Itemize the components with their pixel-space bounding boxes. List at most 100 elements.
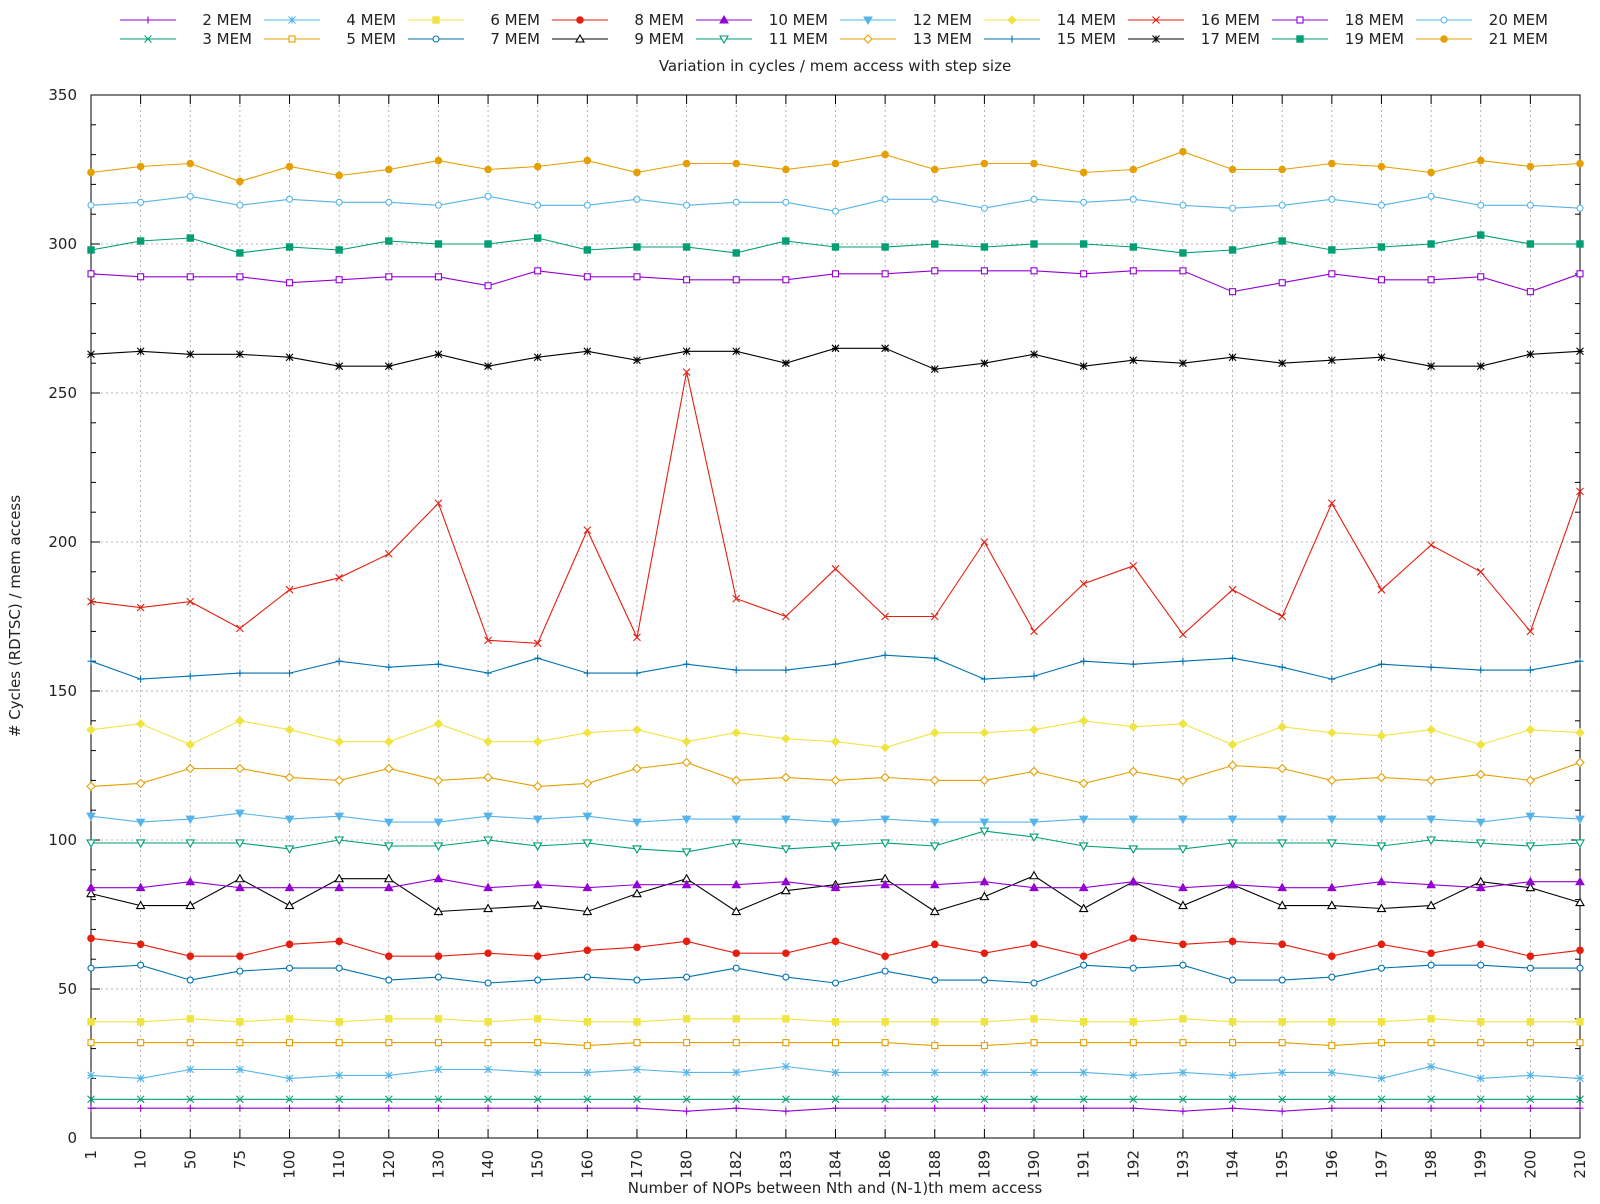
data-point xyxy=(1476,940,1485,949)
data-point xyxy=(1376,730,1387,741)
data-point xyxy=(980,949,989,958)
data-point xyxy=(1128,766,1139,777)
data-point xyxy=(1576,240,1584,248)
data-point xyxy=(1477,1018,1485,1026)
data-point xyxy=(335,362,344,371)
data-point xyxy=(137,961,145,969)
data-point xyxy=(1278,1095,1287,1104)
data-point xyxy=(1278,612,1287,621)
data-point xyxy=(1030,1104,1038,1112)
legend-entry: 8 MEM xyxy=(552,11,684,29)
data-point xyxy=(979,891,990,901)
data-point xyxy=(1526,350,1535,359)
data-point xyxy=(681,848,692,858)
data-point xyxy=(1179,1039,1187,1047)
series-14-mem xyxy=(86,716,1585,753)
data-point xyxy=(1129,195,1137,203)
data-point xyxy=(434,240,443,248)
data-point xyxy=(86,882,96,892)
data-point xyxy=(632,888,642,898)
data-point xyxy=(1475,882,1486,892)
data-point xyxy=(1178,775,1188,786)
data-point xyxy=(1128,815,1139,825)
data-point xyxy=(1377,660,1385,668)
data-point xyxy=(582,728,593,738)
legend-entry: 4 MEM xyxy=(264,11,396,29)
x-tick-label: 184 xyxy=(827,1150,845,1179)
data-point xyxy=(186,234,194,242)
data-point xyxy=(484,1065,492,1074)
x-tick-label: 198 xyxy=(1422,1150,1440,1179)
x-tick-label: 180 xyxy=(678,1150,696,1179)
data-point xyxy=(1227,839,1238,849)
legend-entry: 14 MEM xyxy=(984,11,1116,29)
legend-label: 6 MEM xyxy=(490,11,540,29)
data-point xyxy=(383,842,394,852)
data-point xyxy=(87,350,95,359)
data-point xyxy=(1426,836,1437,846)
data-point xyxy=(484,282,492,290)
data-point xyxy=(383,882,394,892)
data-point xyxy=(1129,267,1137,275)
data-point xyxy=(385,237,393,245)
data-point xyxy=(1078,903,1089,913)
data-point xyxy=(1278,1068,1287,1077)
data-point xyxy=(1427,1062,1435,1071)
data-point xyxy=(285,1074,294,1083)
data-point xyxy=(583,973,591,981)
data-point xyxy=(1178,815,1188,825)
data-point xyxy=(1576,270,1584,278)
data-point xyxy=(1228,165,1237,174)
data-point xyxy=(782,1039,790,1047)
data-point xyxy=(1326,882,1337,892)
data-point xyxy=(881,1018,889,1026)
data-point xyxy=(781,876,791,886)
data-point xyxy=(285,162,294,171)
data-point xyxy=(1278,1039,1286,1047)
data-point xyxy=(1376,876,1387,886)
data-point xyxy=(1426,775,1436,786)
data-point xyxy=(532,900,543,910)
y-tick-label: 150 xyxy=(48,682,77,700)
x-tick-label: 196 xyxy=(1323,1150,1341,1179)
data-point xyxy=(1576,946,1584,955)
data-point xyxy=(1229,1104,1237,1112)
x-tick-label: 193 xyxy=(1174,1150,1192,1179)
data-point xyxy=(483,903,494,913)
data-point xyxy=(832,1104,839,1112)
data-point xyxy=(135,719,146,729)
data-point xyxy=(1278,201,1286,209)
legend-label: 7 MEM xyxy=(490,30,540,48)
data-point xyxy=(1278,940,1286,949)
data-point xyxy=(1377,1095,1386,1104)
data-point xyxy=(236,952,244,961)
data-point xyxy=(1277,763,1287,774)
data-point xyxy=(1576,204,1584,212)
data-point xyxy=(583,347,592,356)
data-point xyxy=(385,663,393,671)
data-point xyxy=(832,660,839,668)
data-point xyxy=(881,195,889,203)
data-point xyxy=(1327,1068,1336,1077)
data-point xyxy=(186,672,194,680)
data-point xyxy=(1227,879,1238,889)
data-point xyxy=(186,1039,194,1047)
data-point xyxy=(931,1104,939,1112)
series-10-mem xyxy=(86,873,1585,892)
data-point xyxy=(1377,162,1386,171)
data-point xyxy=(434,273,442,281)
data-point xyxy=(881,243,889,251)
data-point xyxy=(1427,276,1435,284)
data-point xyxy=(1526,1071,1535,1080)
data-point xyxy=(186,273,194,281)
data-point xyxy=(782,276,790,284)
data-point xyxy=(137,198,145,206)
data-point xyxy=(1079,952,1088,961)
data-point xyxy=(1030,940,1038,949)
y-tick-label: 200 xyxy=(48,533,77,551)
data-point xyxy=(633,669,641,677)
data-point xyxy=(1129,561,1138,570)
data-point xyxy=(1029,833,1039,843)
